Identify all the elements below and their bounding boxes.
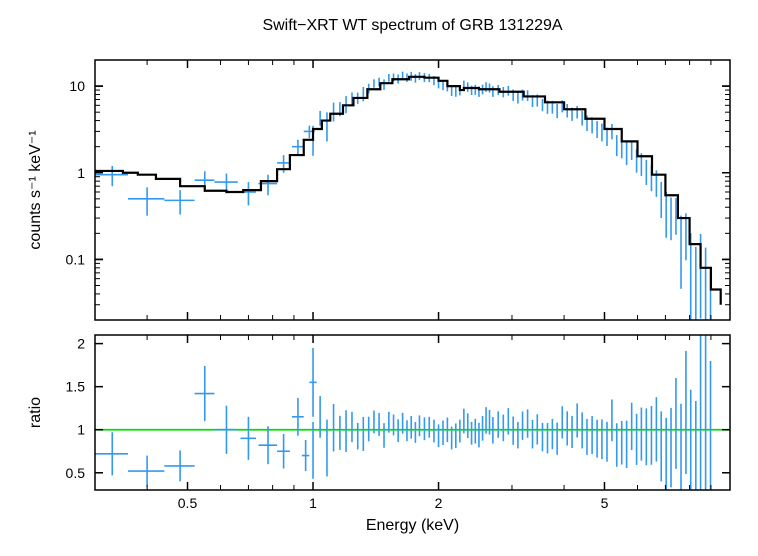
xtick-label: 5 bbox=[601, 495, 609, 511]
ytick-label-top: 10 bbox=[69, 78, 85, 94]
xtick-label: 2 bbox=[435, 495, 443, 511]
model-line bbox=[95, 77, 721, 305]
ylabel-bottom: ratio bbox=[27, 397, 44, 428]
top-data-group bbox=[95, 72, 721, 320]
xtick-label: 0.5 bbox=[178, 495, 198, 511]
ytick-label-top: 0.1 bbox=[66, 251, 86, 267]
ytick-label-top: 1 bbox=[77, 165, 85, 181]
ytick-label-bottom: 0.5 bbox=[66, 465, 86, 481]
ylabel-top: counts s⁻¹ keV⁻¹ bbox=[27, 130, 44, 249]
bottom-panel-frame bbox=[95, 335, 730, 490]
top-panel-frame bbox=[95, 60, 730, 320]
bottom-data-group bbox=[95, 335, 730, 490]
ytick-label-bottom: 1.5 bbox=[66, 379, 86, 395]
ytick-label-bottom: 1 bbox=[77, 422, 85, 438]
ytick-label-bottom: 2 bbox=[77, 336, 85, 352]
chart-title: Swift−XRT WT spectrum of GRB 131229A bbox=[262, 17, 562, 34]
xtick-label: 1 bbox=[309, 495, 317, 511]
chart-svg: Swift−XRT WT spectrum of GRB 131229A 0.1 1… bbox=[0, 0, 758, 556]
chart-container: Swift−XRT WT spectrum of GRB 131229A 0.1 1… bbox=[0, 0, 758, 556]
xlabel: Energy (keV) bbox=[366, 517, 459, 534]
